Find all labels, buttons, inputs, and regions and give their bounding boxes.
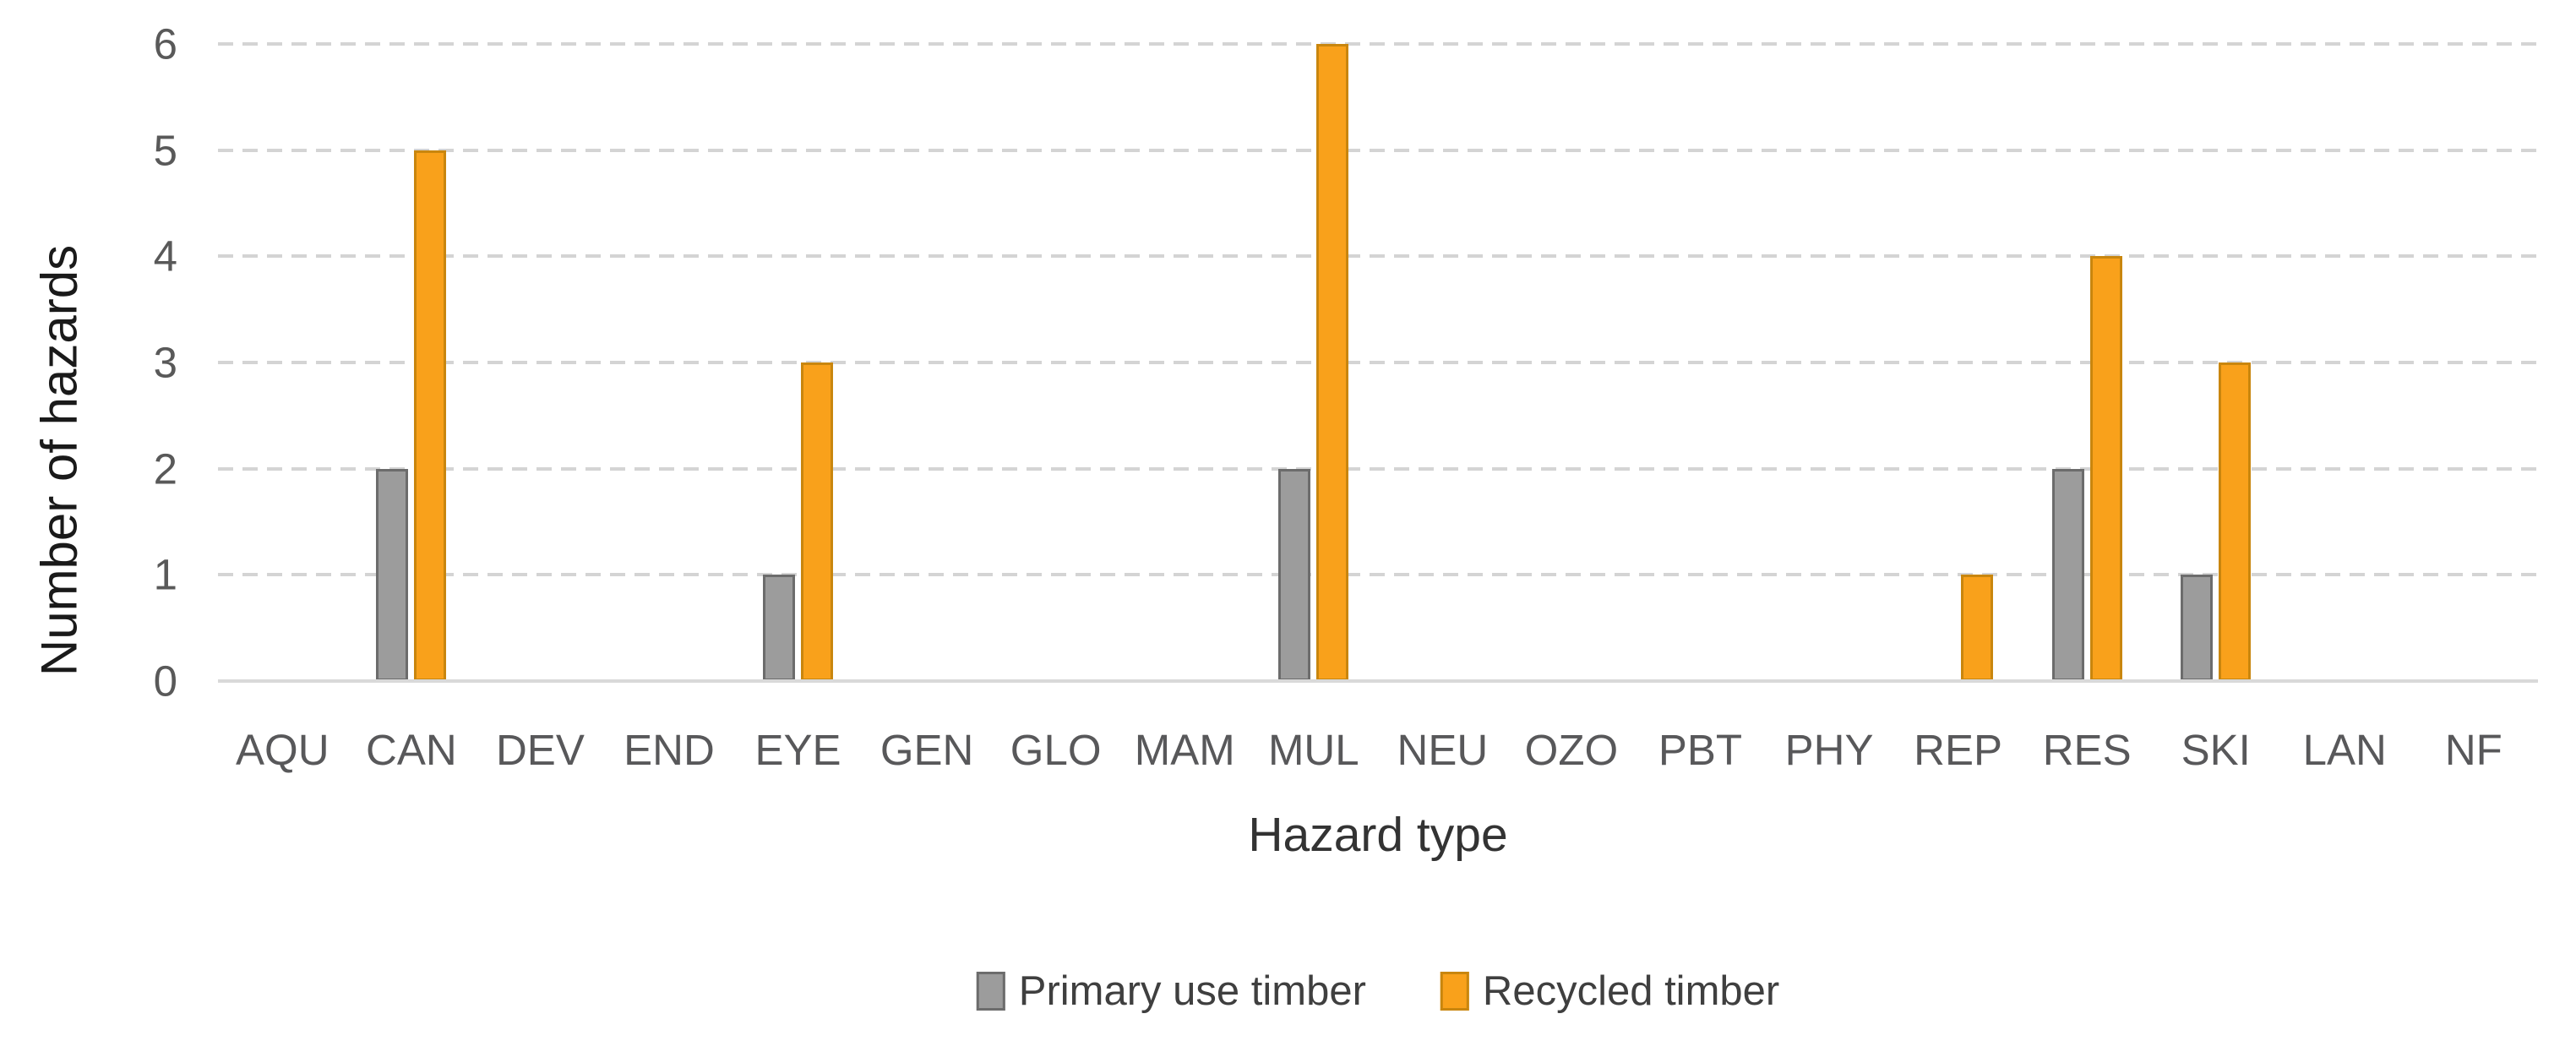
bar-group-PHY [1765, 44, 1894, 681]
x-tick-label-MAM: MAM [1134, 726, 1235, 774]
bar-group-CAN [347, 44, 477, 681]
x-tick-label-PHY: PHY [1784, 726, 1874, 774]
x-tick-label-GLO: GLO [1010, 726, 1102, 774]
x-tick-label-LAN: LAN [2302, 726, 2387, 774]
bar-primary-use-timber-CAN [376, 468, 409, 681]
y-tick-label-6: 6 [153, 19, 177, 68]
y-tick-label-0: 0 [153, 657, 177, 706]
x-tick-label-OZO: OZO [1524, 726, 1619, 774]
x-tick-label-NF: NF [2444, 726, 2502, 774]
bar-primary-use-timber-MUL [1278, 468, 1311, 681]
bar-primary-use-timber-RES [2051, 468, 2084, 681]
legend: Primary use timber Recycled timber [976, 967, 1779, 1015]
bar-group-NEU [1378, 44, 1507, 681]
x-tick-label-EYE: EYE [754, 726, 841, 774]
y-tick-label-5: 5 [153, 126, 177, 175]
x-tick-label-PBT: PBT [1658, 726, 1743, 774]
x-tick-label-DEV: DEV [495, 726, 585, 774]
legend-item-recycled-timber: Recycled timber [1440, 967, 1779, 1015]
bar-group-END [605, 44, 734, 681]
bar-group-AQU [218, 44, 347, 681]
gridline-1 [218, 573, 2538, 577]
bar-primary-use-timber-SKI [2181, 575, 2214, 681]
bar-group-MUL [1250, 44, 1379, 681]
x-tick-label-AQU: AQU [236, 726, 329, 774]
legend-swatch-icon [976, 972, 1005, 1011]
legend-label: Primary use timber [1018, 968, 1366, 1014]
bar-recycled-timber-REP [1961, 575, 1994, 681]
x-tick-label-NEU: NEU [1397, 726, 1489, 774]
bar-recycled-timber-RES [2089, 256, 2122, 681]
x-tick-label-END: END [624, 726, 715, 774]
bar-series-container [218, 44, 2538, 681]
bar-recycled-timber-SKI [2219, 362, 2252, 681]
x-axis-line [218, 679, 2538, 683]
gridline-4 [218, 254, 2538, 259]
bar-group-MAM [1120, 44, 1250, 681]
bar-group-DEV [476, 44, 605, 681]
bar-recycled-timber-EYE [801, 362, 834, 681]
legend-label: Recycled timber [1482, 968, 1780, 1014]
x-tick-label-SKI: SKI [2181, 726, 2251, 774]
bar-group-LAN [2280, 44, 2410, 681]
y-tick-label-3: 3 [153, 338, 177, 387]
y-axis-title: Number of hazards [30, 244, 88, 677]
plot-area [218, 42, 2538, 683]
bar-group-PBT [1636, 44, 1765, 681]
x-axis-tick-labels: AQU CAN DEV END EYE GEN GLO MAM MUL NEU OZO PBT PHY R… [218, 725, 2538, 775]
legend-swatch-icon [1440, 972, 1469, 1011]
x-tick-label-RES: RES [2042, 726, 2132, 774]
gridline-5 [218, 148, 2538, 152]
y-tick-label-1: 1 [153, 550, 177, 599]
y-axis-tick-labels: 0 1 2 3 4 5 6 [93, 20, 177, 706]
gridline-2 [218, 466, 2538, 471]
x-tick-label-GEN: GEN [880, 726, 974, 774]
x-axis-title: Hazard type [1248, 808, 1508, 862]
bar-recycled-timber-MUL [1316, 44, 1349, 681]
bar-group-OZO [1507, 44, 1637, 681]
bar-group-EYE [733, 44, 863, 681]
bar-group-REP [1893, 44, 2023, 681]
x-tick-label-CAN: CAN [366, 726, 457, 774]
gridline-3 [218, 361, 2538, 364]
x-tick-label-MUL: MUL [1267, 726, 1359, 774]
bar-group-SKI [2151, 44, 2280, 681]
x-tick-label-REP: REP [1914, 726, 2003, 774]
bar-group-GLO [991, 44, 1120, 681]
bar-group-GEN [863, 44, 992, 681]
bar-group-NF [2410, 44, 2539, 681]
y-tick-label-2: 2 [153, 444, 177, 493]
legend-item-primary-use-timber: Primary use timber [976, 967, 1366, 1015]
bar-primary-use-timber-EYE [763, 575, 796, 681]
y-tick-label-4: 4 [153, 232, 177, 281]
bar-recycled-timber-CAN [414, 150, 447, 681]
gridline-6 [218, 42, 2538, 46]
bar-group-RES [2023, 44, 2152, 681]
